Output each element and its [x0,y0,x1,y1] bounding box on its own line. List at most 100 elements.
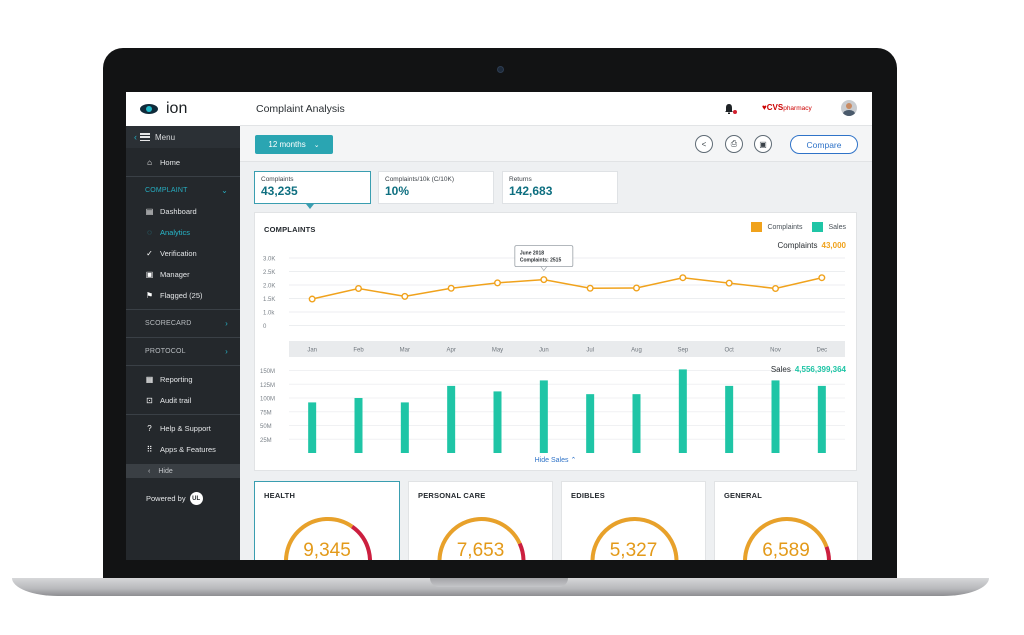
sidebar-section-protocol[interactable]: PROTOCOL › [126,341,240,362]
sidebar-item-analytics[interactable]: ◌ Analytics [126,222,240,243]
metric-value: 4,556,399,364 [794,365,846,374]
gauge-red-segment [517,542,526,560]
sidebar-item-label: Home [160,158,181,167]
sidebar-item-help[interactable]: ? Help & Support [126,418,240,439]
x-tick-label: Apr [446,348,455,354]
x-tick-label: Oct [724,348,734,354]
page-title: Complaint Analysis [256,103,345,115]
print-icon[interactable]: ⎙ [725,135,743,153]
legend-label: Complaints [767,223,803,231]
hide-sales-link[interactable]: Hide Sales ⌃ [255,456,856,464]
x-tick-label: Sep [677,348,688,354]
share-icon[interactable]: < [695,135,713,153]
section-label: SCORECARD [145,320,192,327]
y-tick-label: 75M [260,410,272,416]
chevron-left-icon: ‹ [148,467,151,475]
gauge-orange-segment [743,517,829,560]
chevron-left-icon: ‹ [134,132,137,142]
sidebar-item-manager[interactable]: ▣ Manager [126,264,240,285]
sales-bar [447,385,456,453]
complaints-point [540,276,548,284]
sales-bar [308,402,317,453]
logo[interactable]: ion [126,92,240,126]
chart-title: COMPLAINTS [264,225,316,234]
sidebar-item-label: Analytics [160,228,191,237]
kpi-label: Complaints/10k (C/10K) [385,176,454,183]
sales-bar [771,380,780,453]
sales-bar [632,394,641,453]
complaints-point [401,292,409,300]
category-title: GENERAL [724,491,763,500]
complaints-point [354,285,362,293]
section-label: COMPLAINT [145,187,188,194]
flag-icon: ⚑ [145,291,154,300]
sidebar-hide-toggle[interactable]: ‹ Hide [126,464,240,478]
notification-bell-icon[interactable] [723,102,737,114]
kpi-value: 10% [385,184,410,198]
complaints-point [772,285,780,293]
complaints-total: Complaints 43,000 [778,241,846,250]
x-tick-label: May [492,348,503,354]
x-tick-label: Feb [353,348,364,354]
sidebar-item-verification[interactable]: ✓ Verification [126,243,240,264]
x-tick-label: Jul [586,348,594,354]
compare-button[interactable]: Compare [790,135,858,154]
y-tick-label: 0 [263,324,267,330]
sidebar-item-audit-trail[interactable]: ⊡ Audit trail [126,390,240,411]
kpi-complaints[interactable]: Complaints 43,235 [254,171,371,204]
divider [126,309,240,310]
laptop-notch [430,578,568,587]
gauge-orange-segment [590,517,679,560]
divider [126,337,240,338]
sidebar-item-home[interactable]: ⌂ Home [126,152,240,173]
sidebar-item-apps[interactable]: ⠿ Apps & Features [126,439,240,460]
y-tick-label: 25M [260,438,272,444]
sales-bar [678,369,687,453]
kpi-value: 142,683 [509,184,553,198]
chevron-right-icon: › [225,319,228,328]
menu-toggle[interactable]: ‹ Menu [126,126,240,148]
sidebar-item-dashboard[interactable]: ▤ Dashboard [126,201,240,222]
period-dropdown[interactable]: 12 months ⌄ [255,135,333,154]
x-tick-label: Mar [400,348,410,354]
notification-dot [733,110,737,114]
avatar[interactable] [841,100,857,116]
category-card-edibles[interactable]: EDIBLES 5,327 [561,481,706,560]
audit-icon: ⊡ [146,396,153,405]
sidebar-item-flagged[interactable]: ⚑ Flagged (25) [126,285,240,306]
sidebar-item-label: Flagged (25) [160,291,203,300]
metric-label: Complaints [777,241,818,250]
kpi-label: Complaints [261,176,294,183]
sales-total: Sales 4,556,399,364 [771,365,846,374]
category-card-health[interactable]: HEALTH 9,345 [254,481,400,560]
kpi-value: 43,235 [261,184,298,198]
complaints-point [493,279,501,287]
divider [126,176,240,177]
complaints-chart-card: 3.0K 2.5K 2.0K 1.5K 1.0k 0 Jan Feb Mar Apr May Jun J… [254,212,857,471]
category-card-general[interactable]: GENERAL 6,589 [714,481,858,560]
category-card-personal-care[interactable]: PERSONAL CARE 7,653 [408,481,553,560]
period-label: 12 months [268,140,306,149]
kpi-returns[interactable]: Returns 142,683 [502,171,618,204]
toolbar: 12 months ⌄ < ⎙ ▣ Compare [240,126,872,162]
sidebar-item-label: Verification [160,249,197,258]
y-tick-label: 50M [260,424,272,430]
complaints-point [586,284,594,292]
sales-bar [586,394,595,453]
hamburger-icon [140,133,150,141]
metric-value: 43,000 [821,241,846,250]
sales-bar [725,385,734,453]
sidebar-section-scorecard[interactable]: SCORECARD › [126,313,240,334]
sidebar-section-complaint[interactable]: COMPLAINT ⌄ [126,180,240,201]
complaints-point [308,295,316,303]
app-screen: ion ‹ Menu ⌂ Home COMPLAINT ⌄ ▤ Dashboar… [126,92,872,560]
sales-bar [539,380,548,453]
complaints-point [633,284,641,292]
complaints-point [447,284,455,292]
legend-label: Sales [828,223,846,231]
sidebar-item-reporting[interactable]: ▦ Reporting [126,369,240,390]
ul-logo-icon: UL [189,492,203,505]
kpi-complaints-per-10k[interactable]: Complaints/10k (C/10K) 10% [378,171,494,204]
export-icon[interactable]: ▣ [754,135,772,153]
